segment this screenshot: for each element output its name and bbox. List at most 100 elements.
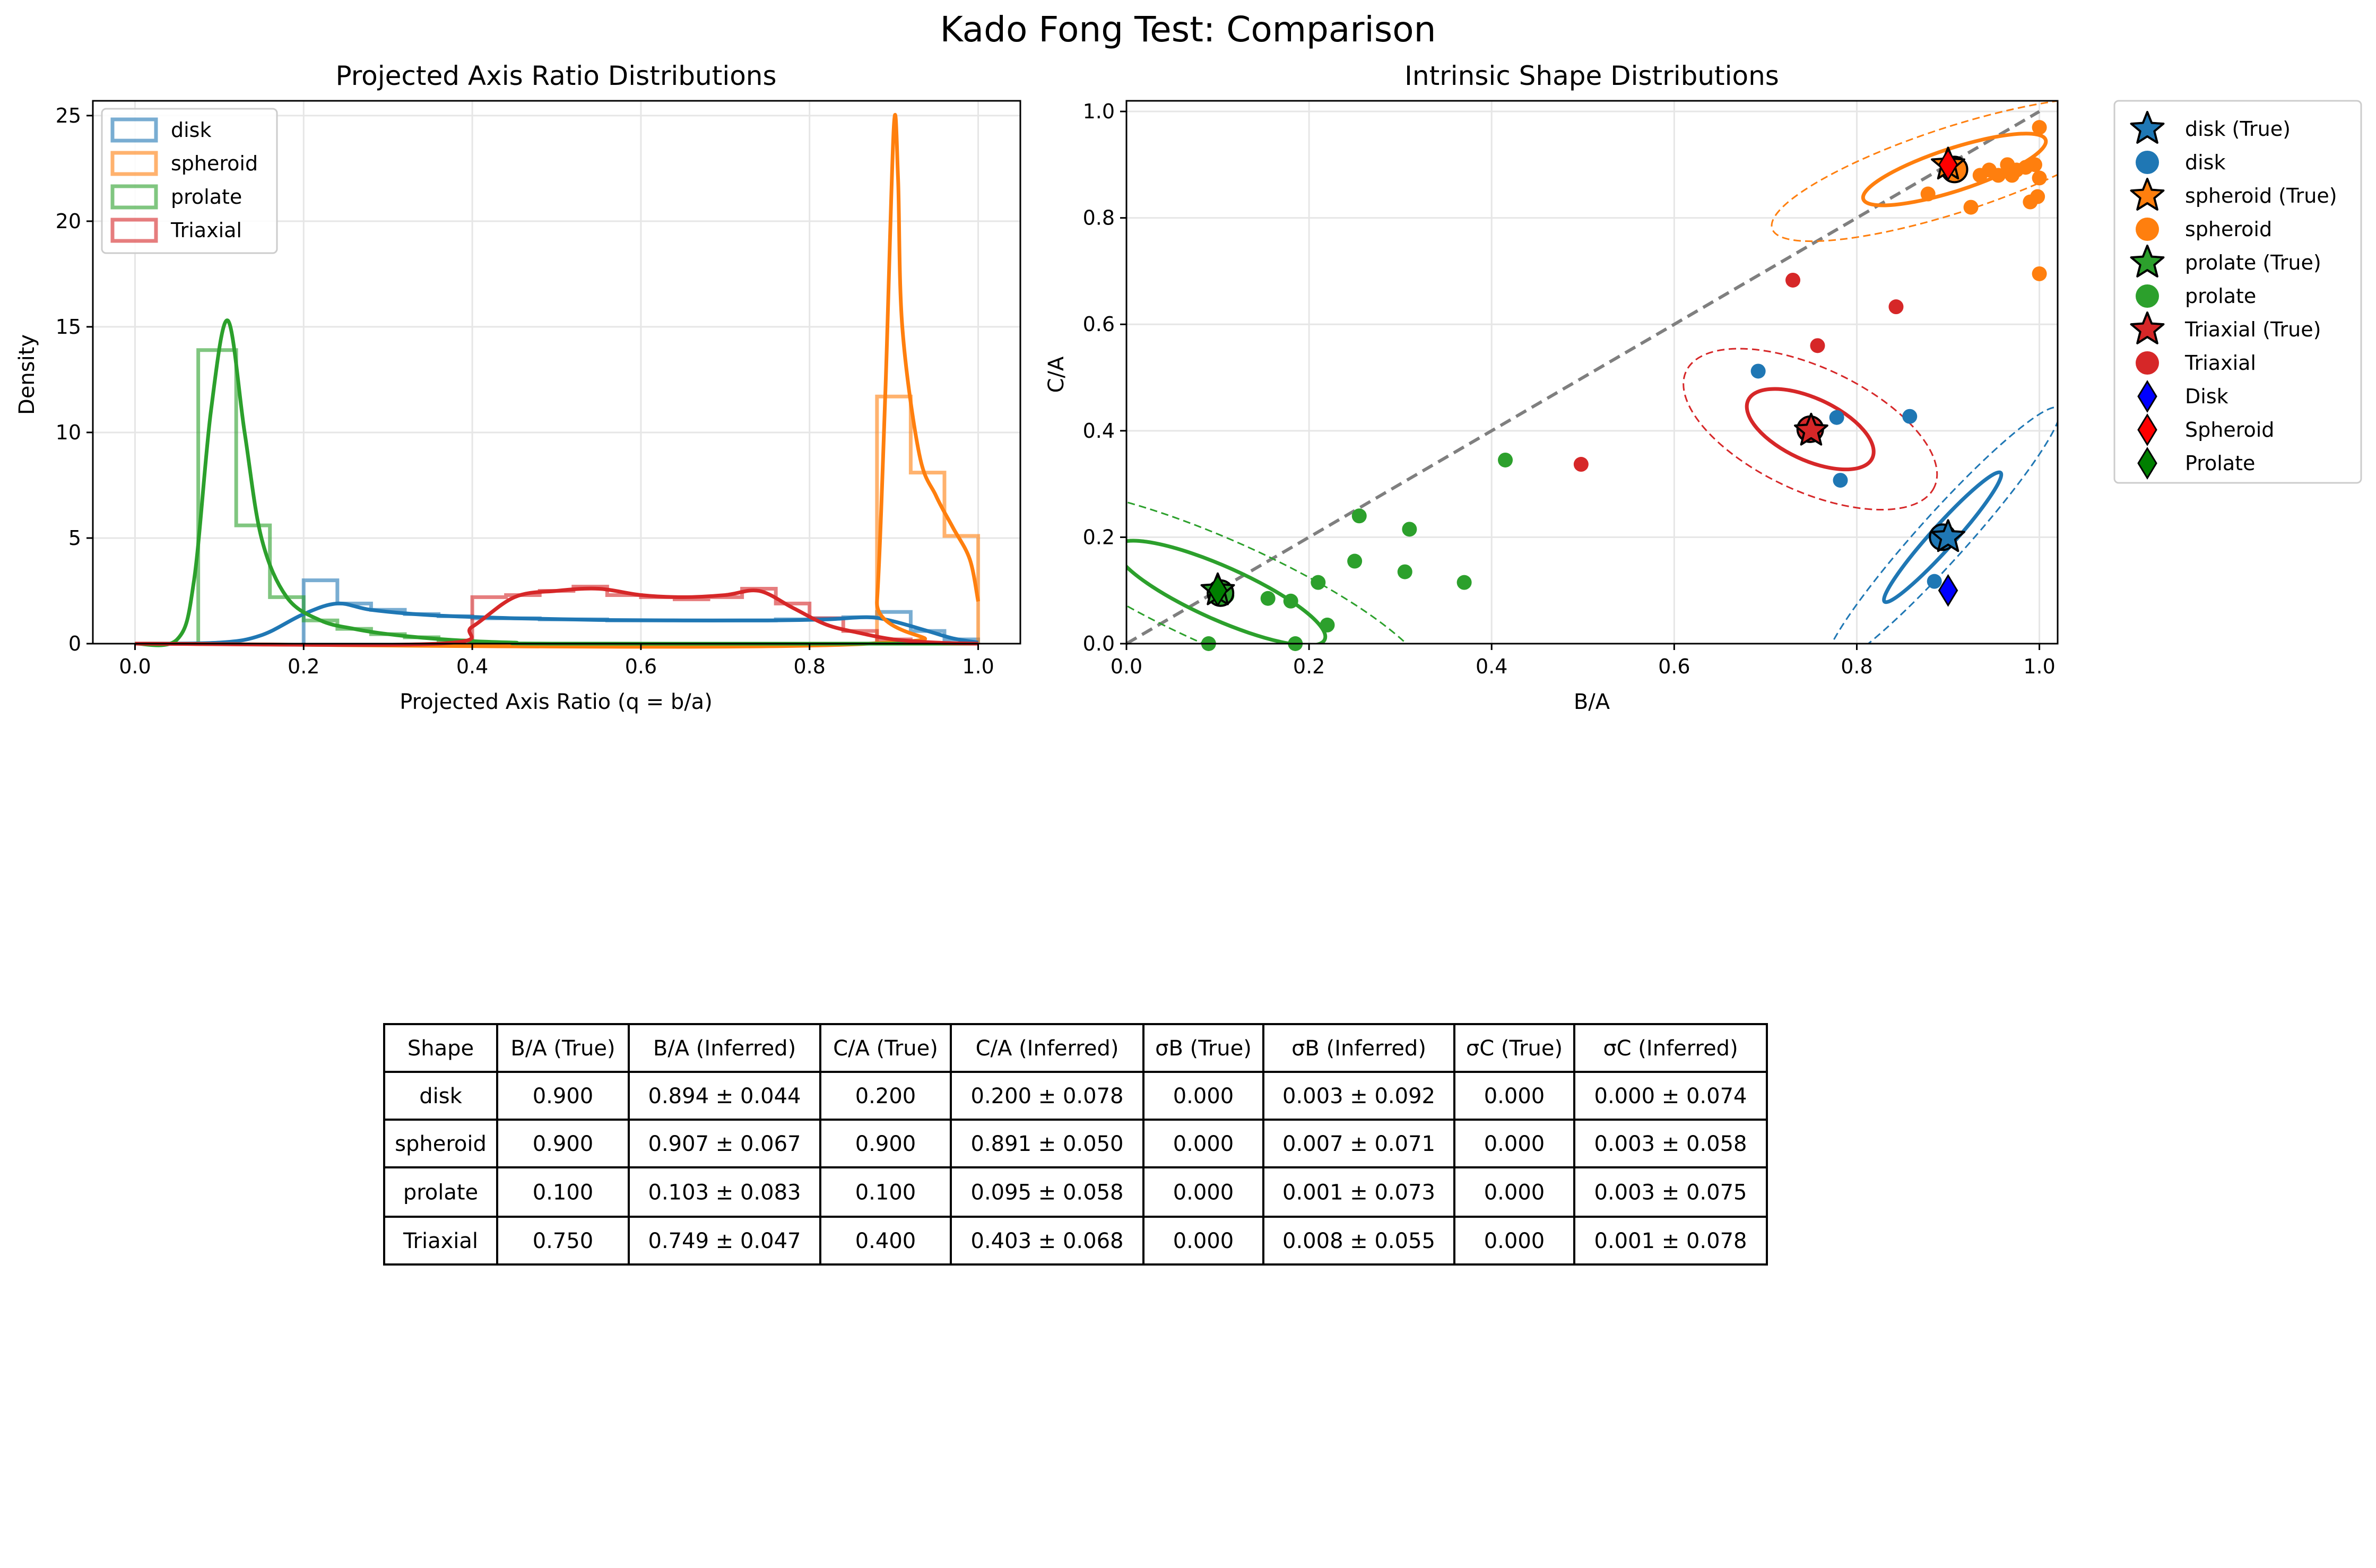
legend-label-disk: disk xyxy=(2185,151,2225,174)
table-cell-value: 0.900 xyxy=(855,1132,916,1156)
legend-swatch-triaxial xyxy=(110,218,158,243)
table-cell xyxy=(496,1216,630,1266)
table-cell-value: 0.001 ± 0.078 xyxy=(1594,1229,1747,1253)
legend-swatch-prolate xyxy=(110,184,158,210)
table-cell xyxy=(950,1216,1144,1266)
table-cell-value: 0.100 xyxy=(855,1181,916,1205)
table-header-label: Shape xyxy=(407,1036,474,1061)
table-cell-value: 0.000 xyxy=(1173,1132,1234,1156)
table-cell xyxy=(383,1216,498,1266)
table-cell xyxy=(1573,1071,1768,1121)
table-cell-value: 0.750 xyxy=(533,1229,594,1253)
scatter-point-prolate xyxy=(1311,575,1326,590)
left-chart-frame xyxy=(92,100,1021,645)
table-cell-value: 0.403 ± 0.068 xyxy=(971,1229,1124,1253)
table-cell-value: 0.900 xyxy=(533,1084,594,1108)
table-cell xyxy=(819,1119,952,1168)
right-chart-title: Intrinsic Shape Distributions xyxy=(1404,60,1779,91)
left-chart-xlabel: Projected Axis Ratio (q = b/a) xyxy=(400,690,713,714)
scatter-point-disk xyxy=(1902,409,1918,424)
scatter-point-triaxial xyxy=(1888,299,1904,315)
table-cell xyxy=(628,1119,821,1168)
ellipse-2sigma-disk xyxy=(1824,406,2058,644)
table-header-label: σB (True) xyxy=(1155,1036,1252,1061)
reference-diamond-spheroid xyxy=(1938,148,1958,181)
legend-marker-prolate xyxy=(2136,284,2159,308)
right-x-tick-label: 0.2 xyxy=(1293,655,1325,678)
table-header-label: C/A (True) xyxy=(833,1036,938,1061)
table-cell-value: 0.000 xyxy=(1173,1229,1234,1253)
right-chart-frame xyxy=(1125,100,2059,645)
table-cell xyxy=(1262,1166,1455,1218)
legend-marker-disk xyxy=(2136,151,2159,174)
scatter-point-spheroid xyxy=(1920,186,1936,202)
scatter-point-disk xyxy=(1833,473,1848,488)
legend-label-disk-true: disk (True) xyxy=(2185,117,2291,141)
legend-marker-disk-true xyxy=(2130,111,2165,144)
legend-label-disk: Disk xyxy=(2185,385,2228,408)
intrinsic-shape-scatter-chart: Intrinsic Shape Distributions B/A C/A 0.… xyxy=(1044,60,2059,714)
table-cell xyxy=(1453,1071,1575,1121)
legend-label-disk: disk xyxy=(171,118,211,142)
legend-label-spheroid-true: spheroid (True) xyxy=(2185,184,2337,207)
table-cell xyxy=(1453,1216,1575,1266)
ellipse-2sigma-triaxial xyxy=(1683,348,1938,511)
table-cell-value: 0.000 xyxy=(1484,1229,1545,1253)
table-cell-value: 0.200 xyxy=(855,1084,916,1108)
scatter-point-prolate xyxy=(1456,575,1472,590)
table-cell-value: 0.907 ± 0.067 xyxy=(648,1132,801,1156)
right-x-tick-label: 1.0 xyxy=(2023,655,2055,678)
table-cell-value: 0.008 ± 0.055 xyxy=(1282,1229,1435,1253)
table-cell xyxy=(1573,1119,1768,1168)
scatter-point-spheroid xyxy=(2023,194,2038,210)
figure-title: Kado Fong Test: Comparison xyxy=(940,9,1436,50)
legend-marker-prolate xyxy=(2137,447,2157,480)
scatter-point-triaxial xyxy=(1785,272,1801,288)
table-cell xyxy=(496,1119,630,1168)
table-cell xyxy=(628,1216,821,1266)
scatter-point-triaxial xyxy=(1573,457,1589,472)
right-x-tick-label: 0.0 xyxy=(1111,655,1142,678)
legend-label-prolate: prolate xyxy=(171,185,242,209)
table-header-label: σC (Inferred) xyxy=(1603,1036,1738,1061)
table-cell-value: 0.894 ± 0.044 xyxy=(648,1084,801,1108)
table-cell-value: 0.007 ± 0.071 xyxy=(1282,1132,1435,1156)
table-header-label: σC (True) xyxy=(1466,1036,1563,1061)
legend-marker-triaxial xyxy=(2136,351,2159,375)
legend-marker-triaxial-true xyxy=(2130,311,2165,344)
ellipse-1sigma-prolate xyxy=(1126,539,1328,644)
legend-marker-disk xyxy=(2137,380,2157,413)
scatter-point-spheroid xyxy=(2032,120,2047,135)
table-cell-value: prolate xyxy=(403,1181,478,1205)
scatter-point-disk xyxy=(1750,363,1766,379)
table-cell-value: 0.000 xyxy=(1484,1181,1545,1205)
table-cell-value: Triaxial xyxy=(403,1229,478,1253)
left-x-tick-label: 1.0 xyxy=(962,655,994,678)
left-x-tick-label: 0.4 xyxy=(456,655,488,678)
legend-swatch-spheroid xyxy=(110,151,158,176)
table-header-label: σB (Inferred) xyxy=(1291,1036,1426,1061)
table-cell-value: 0.000 xyxy=(1173,1084,1234,1108)
ellipse-1sigma-triaxial xyxy=(1745,387,1876,472)
left-y-tick-label: 0 xyxy=(68,632,81,655)
table-cell xyxy=(950,1119,1144,1168)
scatter-point-disk xyxy=(1927,574,1942,589)
table-cell-value: 0.000 xyxy=(1484,1132,1545,1156)
kde-line-triaxial xyxy=(135,586,978,647)
table-cell xyxy=(383,1166,498,1218)
scatter-point-spheroid xyxy=(1991,168,2006,183)
left-y-tick-label: 5 xyxy=(68,526,81,550)
scatter-point-disk xyxy=(1829,410,1844,425)
table-cell-value: 0.003 ± 0.092 xyxy=(1282,1084,1435,1108)
left-y-tick-label: 15 xyxy=(56,315,81,339)
table-cell xyxy=(950,1166,1144,1218)
table-cell xyxy=(819,1166,952,1218)
table-cell xyxy=(1453,1119,1575,1168)
table-cell xyxy=(628,1166,821,1218)
ellipse-2sigma-prolate xyxy=(1126,487,1431,644)
left-y-tick-label: 25 xyxy=(56,104,81,127)
scatter-point-spheroid xyxy=(2032,266,2047,281)
table-cell xyxy=(1573,1166,1768,1218)
right-chart-ylabel: C/A xyxy=(1044,356,1069,393)
